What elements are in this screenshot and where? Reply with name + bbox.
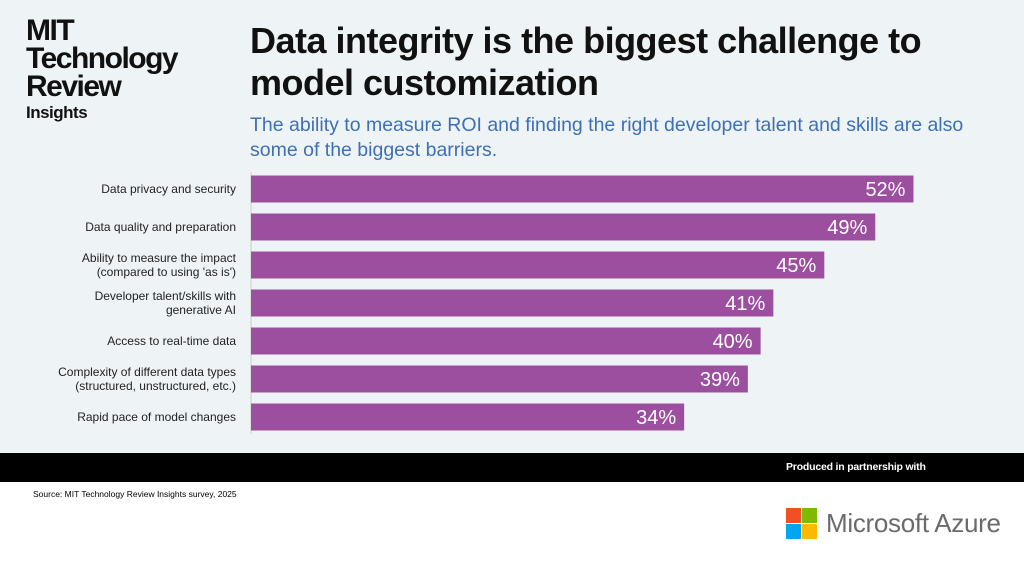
azure-wordmark: Microsoft Azure	[826, 507, 1001, 538]
bar	[251, 327, 761, 355]
logo-line-insights: Insights	[26, 103, 88, 122]
category-label-line: Access to real-time data	[107, 334, 236, 348]
bar	[251, 251, 825, 279]
bar-value-label: 52%	[865, 179, 905, 201]
bar-chart: 52% Data privacy and security 49% Data qual…	[58, 172, 914, 434]
logo-line-review: Review	[26, 70, 122, 103]
logo-line-technology: Technology	[26, 42, 179, 75]
category-label-line: Data privacy and security	[101, 182, 236, 196]
category-label: Complexity of different data types (struc…	[58, 365, 236, 393]
bar	[251, 213, 876, 241]
logo-line-mit: MIT	[26, 14, 75, 47]
category-label-line: Developer talent/skills with	[95, 289, 236, 303]
category-label-line: Data quality and preparation	[85, 220, 236, 234]
category-label: Rapid pace of model changes	[77, 410, 236, 424]
source-note: Source: MIT Technology Review Insights s…	[33, 489, 237, 499]
category-label-line: Ability to measure the impact	[82, 251, 237, 265]
category-label-line: (structured, unstructured, etc.)	[75, 379, 236, 393]
category-label: Access to real-time data	[107, 334, 236, 348]
bar	[251, 403, 685, 431]
bar-value-label: 41%	[725, 293, 765, 315]
category-label-line: Complexity of different data types	[58, 365, 236, 379]
footer-bar	[0, 453, 1024, 482]
bar-value-label: 45%	[776, 255, 816, 277]
bar-value-label: 40%	[713, 331, 753, 353]
category-label: Data quality and preparation	[85, 220, 236, 234]
bar-value-label: 34%	[636, 407, 676, 429]
category-label-line: (compared to using 'as is')	[97, 265, 236, 279]
category-label: Ability to measure the impact (compared t…	[82, 251, 237, 279]
bar	[251, 289, 774, 317]
category-label: Developer talent/skills with generative A…	[95, 289, 236, 317]
logo-square-red	[786, 507, 801, 523]
category-label-line: Rapid pace of model changes	[77, 410, 236, 424]
microsoft-logo-icon	[786, 507, 817, 539]
bar-value-label: 49%	[827, 217, 867, 239]
mit-technology-review-logo: MIT Technology Review Insights	[26, 14, 179, 123]
logo-square-yellow	[802, 523, 817, 539]
microsoft-azure-logo: Microsoft Azure	[786, 506, 1001, 540]
partnership-text: Produced in partnership with	[786, 461, 926, 473]
logo-square-green	[802, 507, 817, 523]
bar	[251, 175, 914, 203]
category-label: Data privacy and security	[101, 182, 236, 196]
bar	[251, 365, 748, 393]
bar-value-label: 39%	[700, 369, 740, 391]
category-label-line: generative AI	[166, 303, 236, 317]
logo-square-blue	[786, 523, 801, 539]
chart-title: Data integrity is the biggest challenge …	[250, 20, 922, 103]
chart-subtitle: The ability to measure ROI and finding t…	[250, 114, 964, 161]
